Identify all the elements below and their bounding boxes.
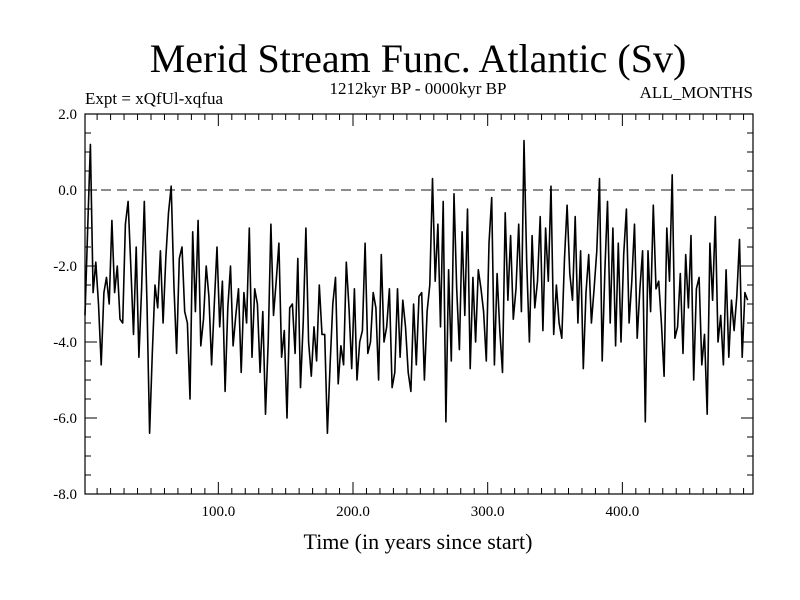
chart-subtitle: 1212kyr BP - 0000kyr BP (330, 79, 507, 98)
y-tick-label: 2.0 (58, 107, 77, 123)
x-tick-label: 400.0 (605, 504, 639, 520)
x-tick-label: 200.0 (336, 504, 370, 520)
y-tick-label: -8.0 (53, 487, 77, 503)
x-axis-label: Time (in years since start) (304, 529, 533, 554)
series-line (84, 139, 749, 435)
chart-title: Merid Stream Func. Atlantic (Sv) (150, 36, 687, 81)
y-tick-label: 0.0 (58, 183, 77, 199)
y-tick-label: -6.0 (53, 411, 77, 427)
expt-label: Expt = xQfUl-xqfua (85, 89, 223, 108)
x-tick-label: 300.0 (471, 504, 505, 520)
season-label: ALL_MONTHS (640, 83, 753, 102)
y-tick-label: -2.0 (53, 259, 77, 275)
x-tick-label: 100.0 (201, 504, 235, 520)
y-tick-label: -4.0 (53, 335, 77, 351)
tick-labels: 100.0 200.0 300.0 400.0 2.0 0.0 -2.0 -4.0 -6.0 -8… (53, 107, 639, 520)
plot-frame (84, 113, 754, 495)
